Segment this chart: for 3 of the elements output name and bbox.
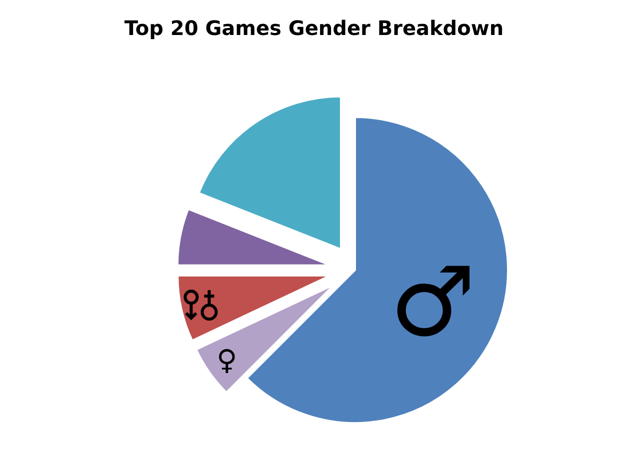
slice-label: ♂ [390,246,476,358]
chart-title: Top 20 Games Gender Breakdown [123,16,505,40]
slice-label: ♀ [216,344,238,377]
